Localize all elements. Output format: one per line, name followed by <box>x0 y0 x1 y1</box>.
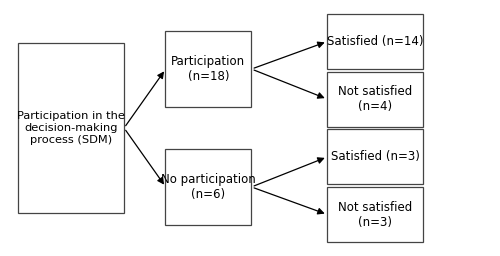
FancyBboxPatch shape <box>18 43 124 213</box>
Text: Not satisfied
(n=4): Not satisfied (n=4) <box>338 85 412 113</box>
FancyBboxPatch shape <box>166 31 251 107</box>
FancyBboxPatch shape <box>327 129 422 184</box>
Text: Participation in the
decision-making
process (SDM): Participation in the decision-making pro… <box>17 111 125 145</box>
FancyBboxPatch shape <box>166 149 251 225</box>
FancyBboxPatch shape <box>327 14 422 69</box>
FancyBboxPatch shape <box>327 71 422 127</box>
FancyBboxPatch shape <box>327 187 422 242</box>
Text: Participation
(n=18): Participation (n=18) <box>172 55 246 83</box>
Text: Satisfied (n=3): Satisfied (n=3) <box>330 150 420 163</box>
Text: No participation
(n=6): No participation (n=6) <box>161 173 256 201</box>
Text: Satisfied (n=14): Satisfied (n=14) <box>326 35 423 48</box>
Text: Not satisfied
(n=3): Not satisfied (n=3) <box>338 200 412 229</box>
